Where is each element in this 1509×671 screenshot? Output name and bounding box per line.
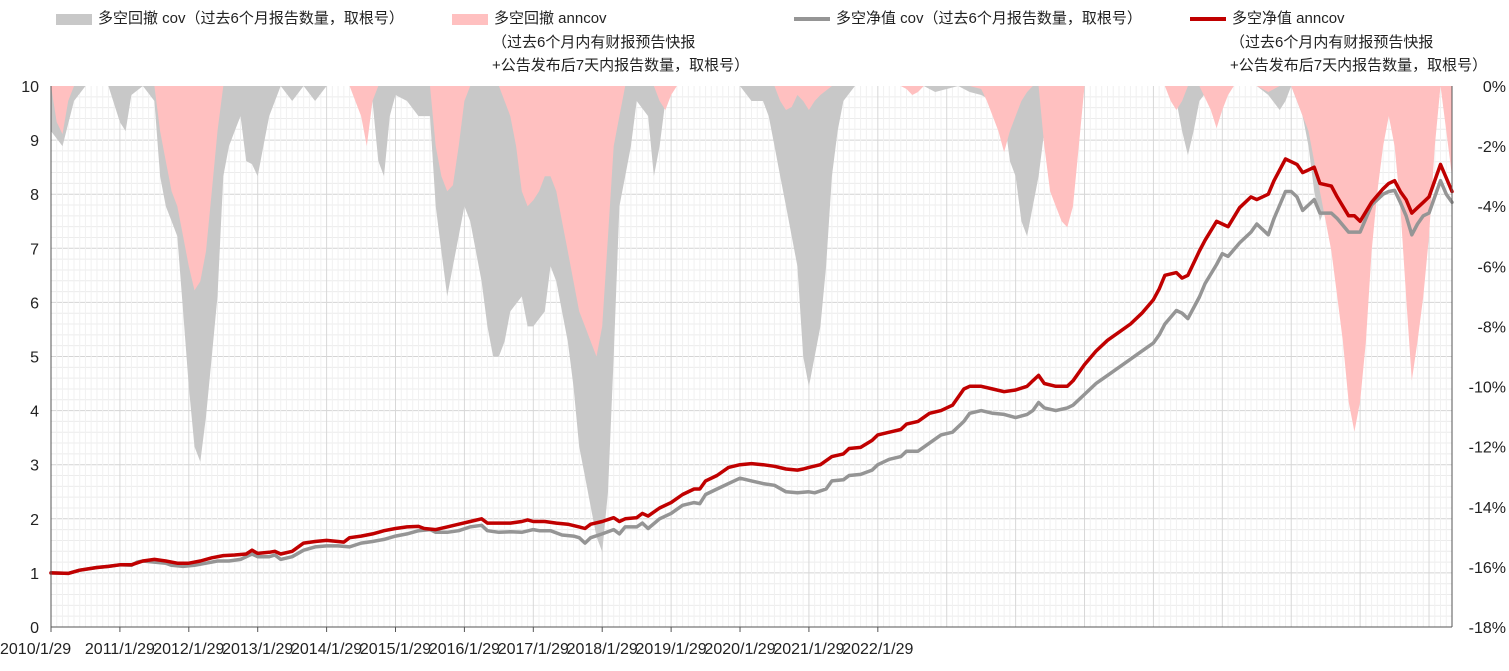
left-tick-label: 3 bbox=[30, 458, 39, 475]
x-axis-ticks: 2010/1/29 2011/1/292012/1/292013/1/292014… bbox=[0, 627, 914, 658]
legend-label-red-line: 多空净值 anncov bbox=[1232, 10, 1345, 27]
line-nav-cov bbox=[49, 178, 1454, 576]
left-axis-ticks: 0 1 2 3 4 5 6 7 8 9 10 bbox=[21, 79, 39, 637]
left-tick-label: 0 bbox=[30, 620, 39, 637]
x-tick-label: 2014/1/29 bbox=[291, 641, 362, 658]
right-tick-label: -16% bbox=[1469, 560, 1506, 577]
x-tick-label: 2013/1/29 bbox=[222, 641, 293, 658]
left-tick-label: 8 bbox=[30, 187, 39, 204]
area-drawdown-anncov bbox=[51, 86, 1452, 432]
right-tick-label: -14% bbox=[1469, 500, 1506, 517]
right-tick-label: -6% bbox=[1478, 259, 1506, 276]
x-tick-label: 2018/1/29 bbox=[567, 641, 638, 658]
x-tick-label: 2016/1/29 bbox=[429, 641, 500, 658]
legend-label-pink-area: 多空回撤 anncov bbox=[494, 10, 607, 27]
x-tick-label: 2021/1/29 bbox=[773, 641, 844, 658]
left-tick-label: 10 bbox=[21, 79, 39, 96]
legend-swatch-pink-area bbox=[452, 14, 488, 25]
left-tick-label: 4 bbox=[30, 404, 39, 421]
legend-swatch-red-line bbox=[1190, 17, 1226, 21]
x-tick-label: 2020/1/29 bbox=[704, 641, 775, 658]
grid bbox=[51, 86, 1453, 627]
left-tick-label: 6 bbox=[30, 295, 39, 312]
right-tick-label: -8% bbox=[1478, 319, 1506, 336]
left-tick-label: 1 bbox=[30, 566, 39, 583]
x-tick-label: 2022/1/29 bbox=[842, 641, 913, 658]
x-tick-label: 2011/1/29 bbox=[85, 641, 155, 658]
legend-label-grey-area: 多空回撤 cov（过去6个月报告数量，取根号） bbox=[98, 10, 404, 27]
left-tick-label: 7 bbox=[30, 241, 39, 258]
legend-label-red-line-line3: +公告发布后7天内报告数量，取根号） bbox=[1230, 57, 1488, 74]
right-tick-label: -12% bbox=[1469, 440, 1506, 457]
left-tick-label: 9 bbox=[30, 133, 39, 150]
legend-label-red-line-line2: （过去6个月内有财报预告快报 bbox=[1230, 34, 1434, 51]
right-tick-label: -18% bbox=[1469, 620, 1506, 637]
nav-lines bbox=[49, 157, 1454, 576]
x-tick-label: 2019/1/29 bbox=[636, 641, 707, 658]
x-tick-label: 2017/1/29 bbox=[498, 641, 569, 658]
axes bbox=[50, 86, 1453, 628]
line-nav-anncov bbox=[49, 157, 1454, 576]
left-tick-label: 5 bbox=[30, 350, 39, 367]
legend-swatch-grey-area bbox=[56, 14, 92, 25]
x-tick-label: 2010/1/29 bbox=[0, 641, 71, 658]
right-tick-label: 0% bbox=[1483, 79, 1506, 96]
right-tick-label: -4% bbox=[1478, 199, 1506, 216]
legend-label-pink-area-line2: （过去6个月内有财报预告快报 bbox=[492, 34, 696, 51]
legend-label-pink-area-line3: +公告发布后7天内报告数量，取根号） bbox=[492, 57, 750, 74]
left-tick-label: 2 bbox=[30, 512, 39, 529]
right-axis-ticks: 0% -2% -4% -6% -8% -10% -12% -14% -16% -18% bbox=[1469, 79, 1506, 637]
right-tick-label: -2% bbox=[1478, 139, 1506, 156]
legend-swatch-grey-line bbox=[794, 17, 830, 21]
x-tick-label: 2012/1/29 bbox=[153, 641, 224, 658]
x-tick-label: 2015/1/29 bbox=[360, 641, 431, 658]
legend-label-grey-line: 多空净值 cov（过去6个月报告数量，取根号） bbox=[836, 10, 1142, 27]
right-tick-label: -10% bbox=[1469, 380, 1506, 397]
drawdown-areas bbox=[51, 86, 1452, 552]
